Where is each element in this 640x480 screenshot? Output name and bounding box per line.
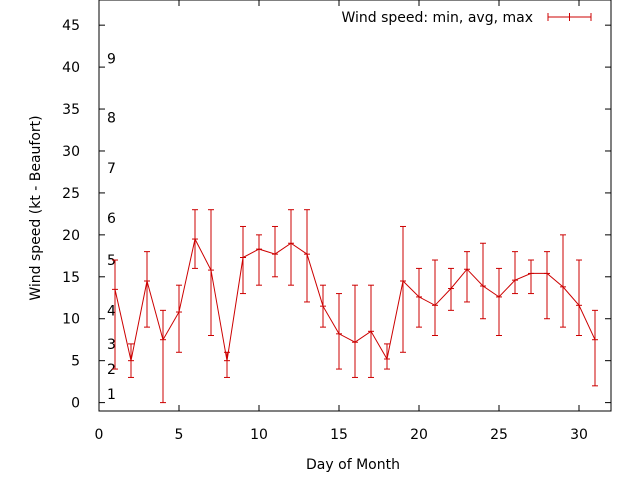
series-wind-speed <box>112 209 598 404</box>
beaufort-label: 3 <box>107 337 116 353</box>
y-tick-label: 20 <box>62 228 80 244</box>
x-tick-label: 5 <box>175 427 184 443</box>
beaufort-label: 6 <box>107 211 116 227</box>
y-tick-label: 40 <box>62 60 80 76</box>
y-tick-label: 15 <box>62 270 80 286</box>
x-tick-label: 25 <box>490 427 508 443</box>
x-tick-label: 10 <box>250 427 268 443</box>
beaufort-label: 1 <box>107 387 116 403</box>
beaufort-label: 9 <box>107 52 116 68</box>
y-axis-label: Wind speed (kt - Beaufort) <box>28 115 44 300</box>
beaufort-label: 7 <box>107 161 116 177</box>
x-axis-label: Day of Month <box>306 457 400 473</box>
legend-label: Wind speed: min, avg, max <box>341 10 533 26</box>
beaufort-scale-labels: 1 2 3 4 5 6 7 8 9 <box>107 52 116 404</box>
y-tick-label: 10 <box>62 312 80 328</box>
x-tick-label: 20 <box>410 427 428 443</box>
x-tick-label: 0 <box>95 427 104 443</box>
beaufort-label: 8 <box>107 110 116 126</box>
beaufort-label: 5 <box>107 253 116 269</box>
plot-frame <box>98 0 612 412</box>
legend: Wind speed: min, avg, max <box>341 10 592 26</box>
y-tick-label: 30 <box>62 144 80 160</box>
beaufort-label: 2 <box>107 362 116 378</box>
y-tick-label: 5 <box>71 354 80 370</box>
x-tick-label: 30 <box>570 427 588 443</box>
x-tick-label: 15 <box>330 427 348 443</box>
y-tick-label: 35 <box>62 102 80 118</box>
y-tick-label: 0 <box>71 396 80 412</box>
y-tick-label: 45 <box>62 18 80 34</box>
beaufort-label: 4 <box>107 303 116 319</box>
y-tick-label: 25 <box>62 186 80 202</box>
